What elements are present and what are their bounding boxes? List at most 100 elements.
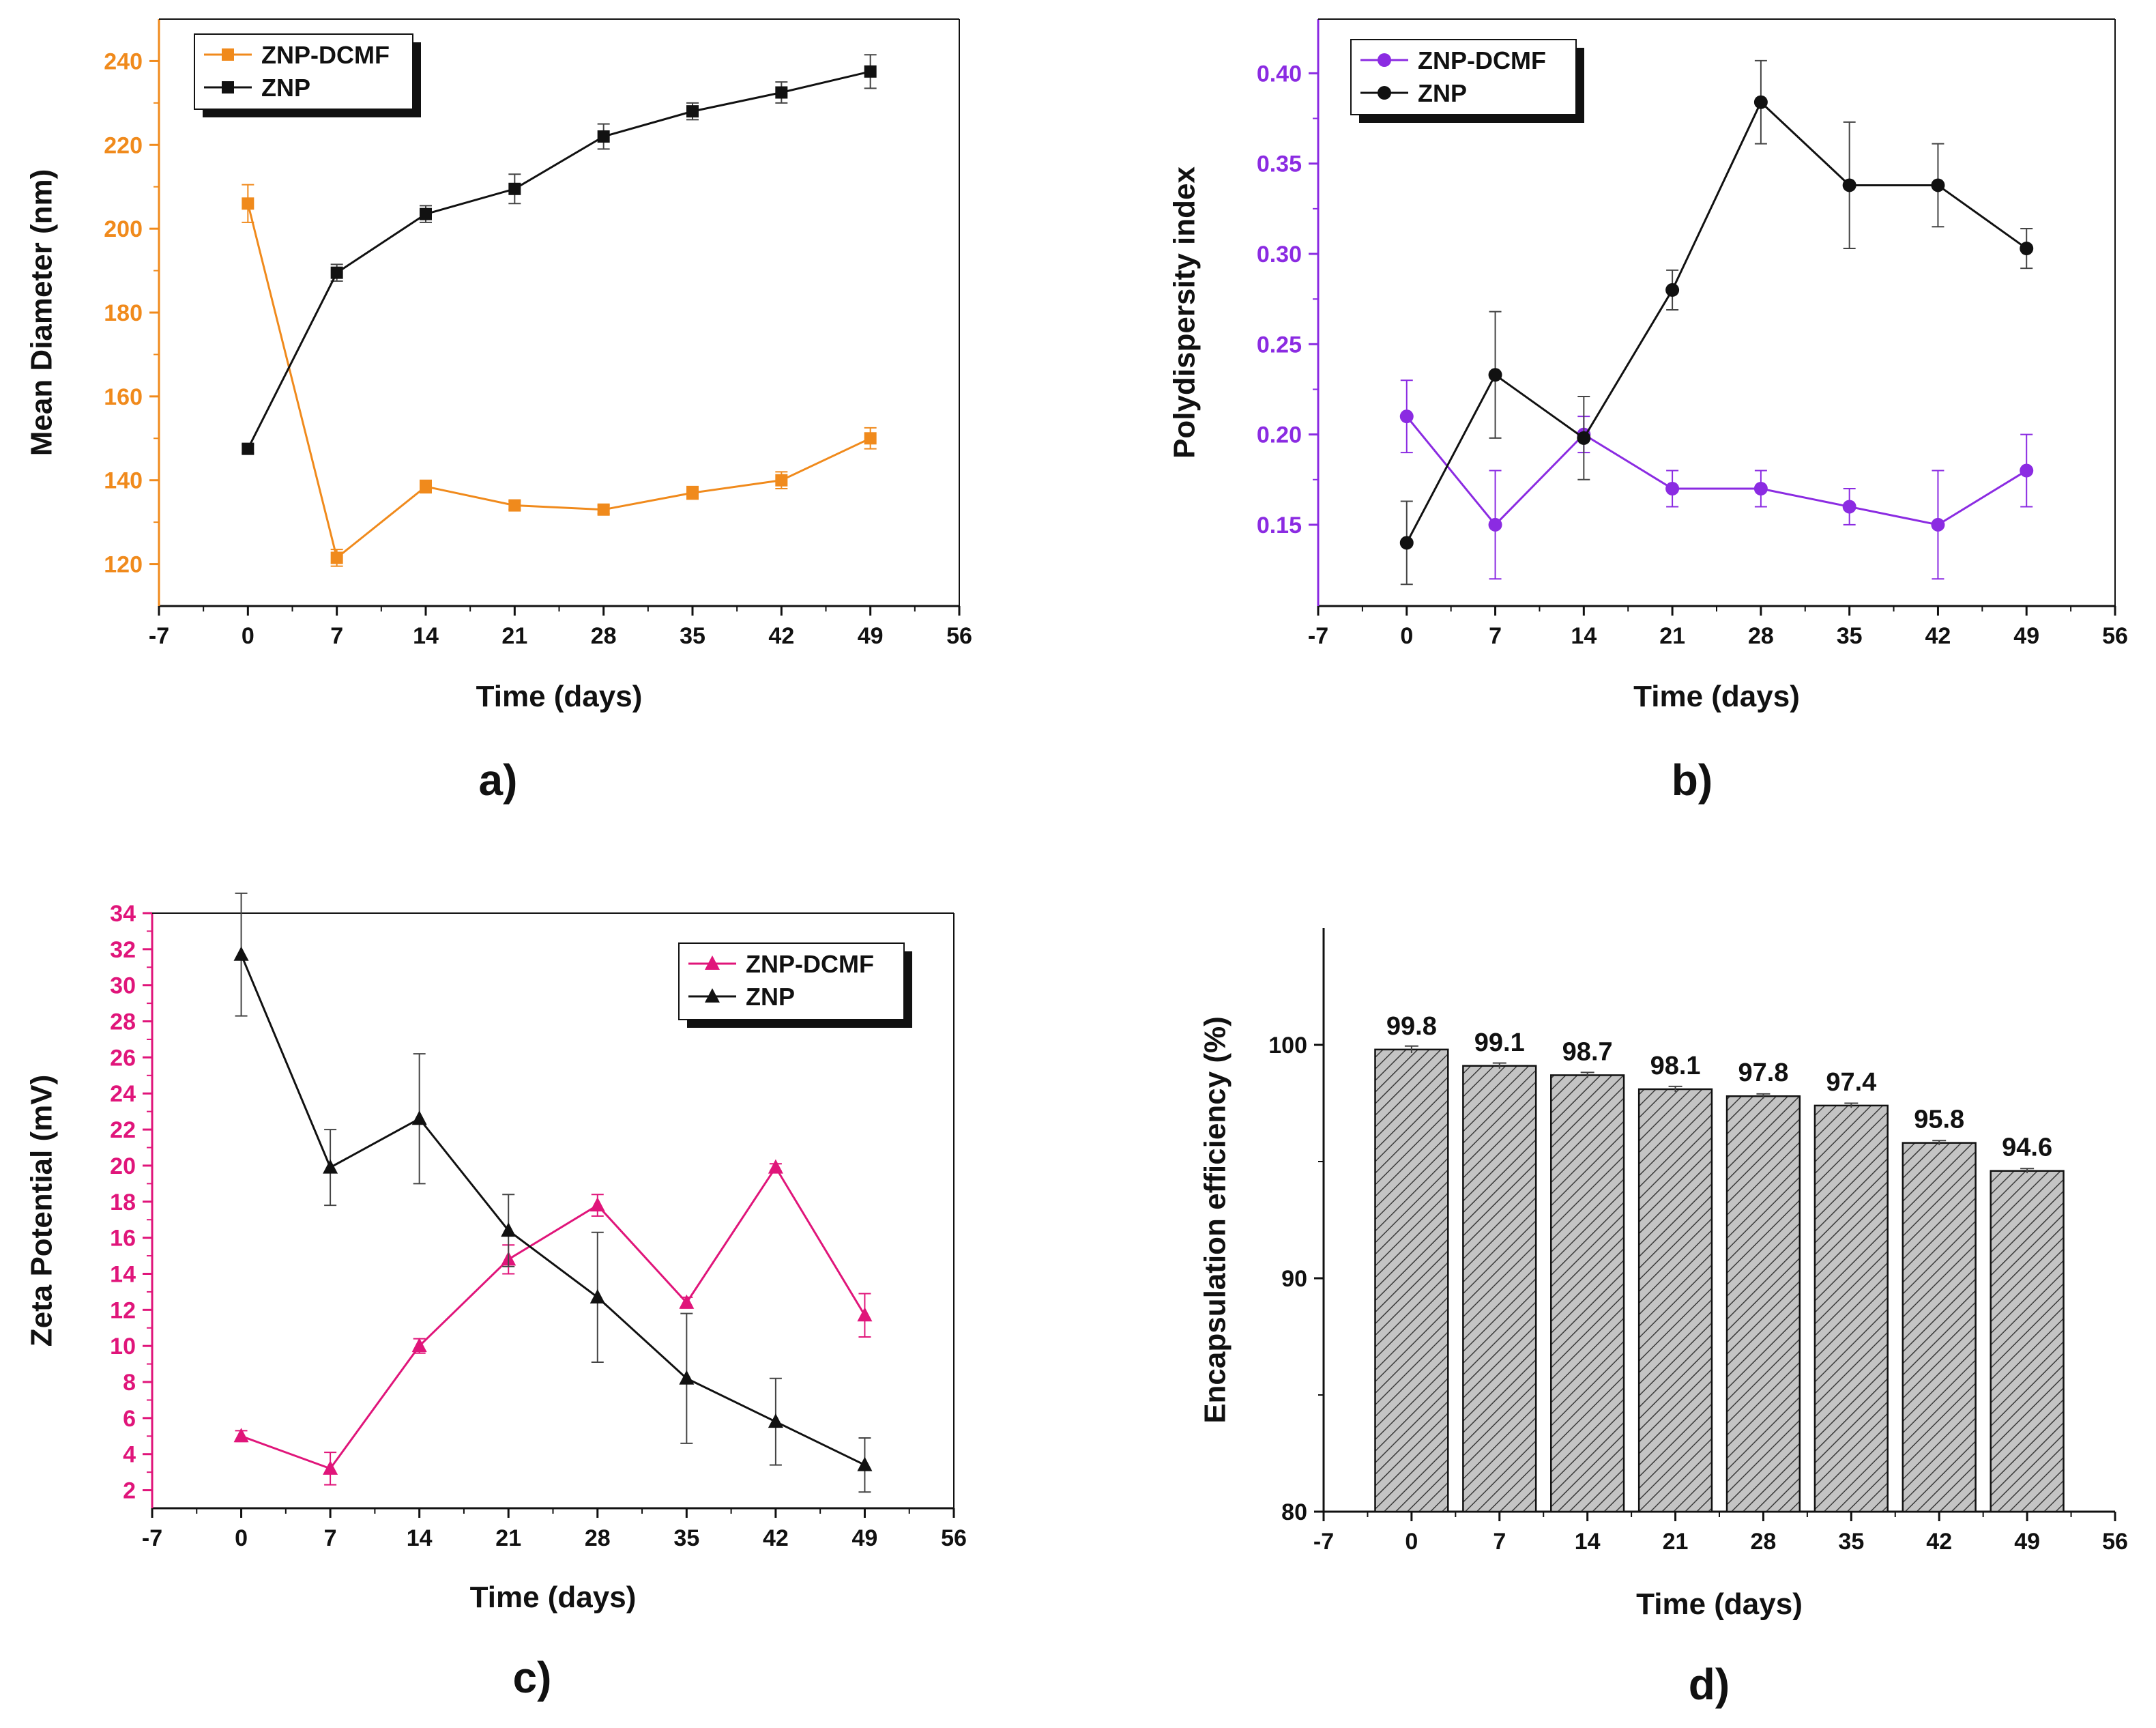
bar-value-label: 97.8 [1738,1059,1788,1087]
x-tick-label: 7 [1493,1529,1506,1555]
legend-marker [1378,53,1391,67]
data-point [1488,517,1502,532]
data-point [1931,178,1945,192]
legend-label: ZNP [1418,79,1467,107]
x-tick-label: 28 [585,1525,611,1551]
bar [1462,1065,1537,1513]
y-tick-label: 34 [110,901,136,927]
data-point [508,182,521,195]
x-tick-label: 35 [1838,1529,1864,1555]
y-tick-label: 240 [104,48,143,74]
y-axis-title: Zeta Potential (mV) [25,1075,58,1347]
x-axis-title: Time (days) [1636,1587,1803,1621]
legend-label: ZNP-DCMF [261,41,390,69]
data-point [1842,178,1856,192]
x-axis-title: Time (days) [476,680,643,713]
bar-value-label: 99.8 [1386,1012,1437,1041]
legend-marker [705,955,720,970]
x-tick-label: 49 [852,1525,878,1551]
series-znp-dcmf [233,1159,873,1486]
x-tick-label: 49 [858,623,884,649]
data-point [420,207,432,220]
panel-label: d) [1689,1660,1730,1709]
y-tick-label: 4 [123,1442,136,1468]
x-tick-label: 0 [1400,623,1413,649]
x-tick-label: 56 [941,1525,967,1551]
data-point [679,1370,695,1385]
bar-value-label: 94.6 [2002,1134,2052,1162]
y-tick-label: 100 [1268,1033,1307,1059]
data-point [1753,95,1768,109]
data-point [1665,283,1680,297]
x-tick-label: 21 [1659,623,1685,649]
y-tick-label: 80 [1281,1499,1307,1525]
data-point [775,86,788,99]
x-tick-label: 14 [1571,623,1597,649]
series-line [241,1165,866,1470]
y-tick-label: 10 [110,1334,136,1359]
y-tick-label: 14 [110,1261,136,1287]
x-tick-label: 0 [235,1525,248,1551]
y-tick-label: 30 [110,973,136,999]
data-point [242,442,254,455]
y-axis-title: Mean Diameter (nm) [25,169,58,457]
x-tick-label: 7 [1489,623,1502,649]
x-tick-label: 21 [501,623,527,649]
bar [1637,1088,1713,1513]
y-tick-label: 90 [1281,1266,1307,1292]
legend-marker [705,988,720,1003]
x-tick-label: 35 [1837,623,1863,649]
x-tick-label: 42 [768,623,794,649]
legend-label: ZNP-DCMF [1418,46,1546,74]
x-tick-label: 21 [1663,1529,1689,1555]
x-tick-label: 49 [2013,623,2039,649]
data-point [1665,482,1680,495]
bar [1374,1048,1449,1513]
y-axis-title: Polydispersity index [1167,167,1201,459]
x-tick-label: 28 [591,623,617,649]
bar-value-label: 97.4 [1826,1068,1876,1097]
x-tick-label: 56 [946,623,972,649]
y-tick-label: 28 [110,1009,136,1035]
legend-box [194,33,413,110]
x-tick-label: -7 [1313,1529,1334,1555]
x-tick-label: 14 [413,623,439,649]
y-tick-label: 0.15 [1257,513,1302,538]
series-znp [1399,59,2034,586]
data-point [1931,517,1945,532]
data-point [330,551,343,564]
series-znp [233,892,873,1493]
bar [1990,1170,2065,1513]
data-point [597,130,610,143]
y-axis-title: Encapsulation efficiency (%) [1198,1016,1232,1424]
y-tick-label: 0.25 [1257,332,1302,358]
chart-panel-a: -7 0 7 14 21 28 35 42 49 56 120 140 160 180 200 220 240 T… [25,18,972,805]
bar-value-label: 99.1 [1474,1028,1525,1057]
bar [1550,1074,1625,1513]
series-line [246,203,871,560]
x-tick-label: 56 [2102,623,2128,649]
y-tick-label: 0.35 [1257,152,1302,177]
x-tick-label: 0 [242,623,254,649]
x-tick-label: 56 [2102,1529,2128,1555]
y-tick-label: 180 [104,300,143,326]
y-tick-label: 18 [110,1190,136,1215]
data-point [330,266,343,279]
y-tick-label: 6 [123,1406,136,1432]
x-tick-label: -7 [149,623,169,649]
data-point [857,1456,873,1471]
y-tick-label: 160 [104,384,143,410]
legend-label: ZNP [746,983,795,1011]
data-point [1842,500,1856,514]
data-point [679,1294,695,1309]
series-znp [242,54,877,455]
legend-marker [222,48,234,61]
data-point [1399,409,1414,424]
x-tick-label: -7 [142,1525,162,1551]
chart-panel-c: -7 0 7 14 21 28 35 42 49 562468101214161820222426… [25,892,967,1702]
y-tick-label: 2 [123,1478,136,1504]
bar [1725,1095,1801,1513]
x-tick-label: 35 [673,1525,699,1551]
data-point [501,1222,516,1237]
